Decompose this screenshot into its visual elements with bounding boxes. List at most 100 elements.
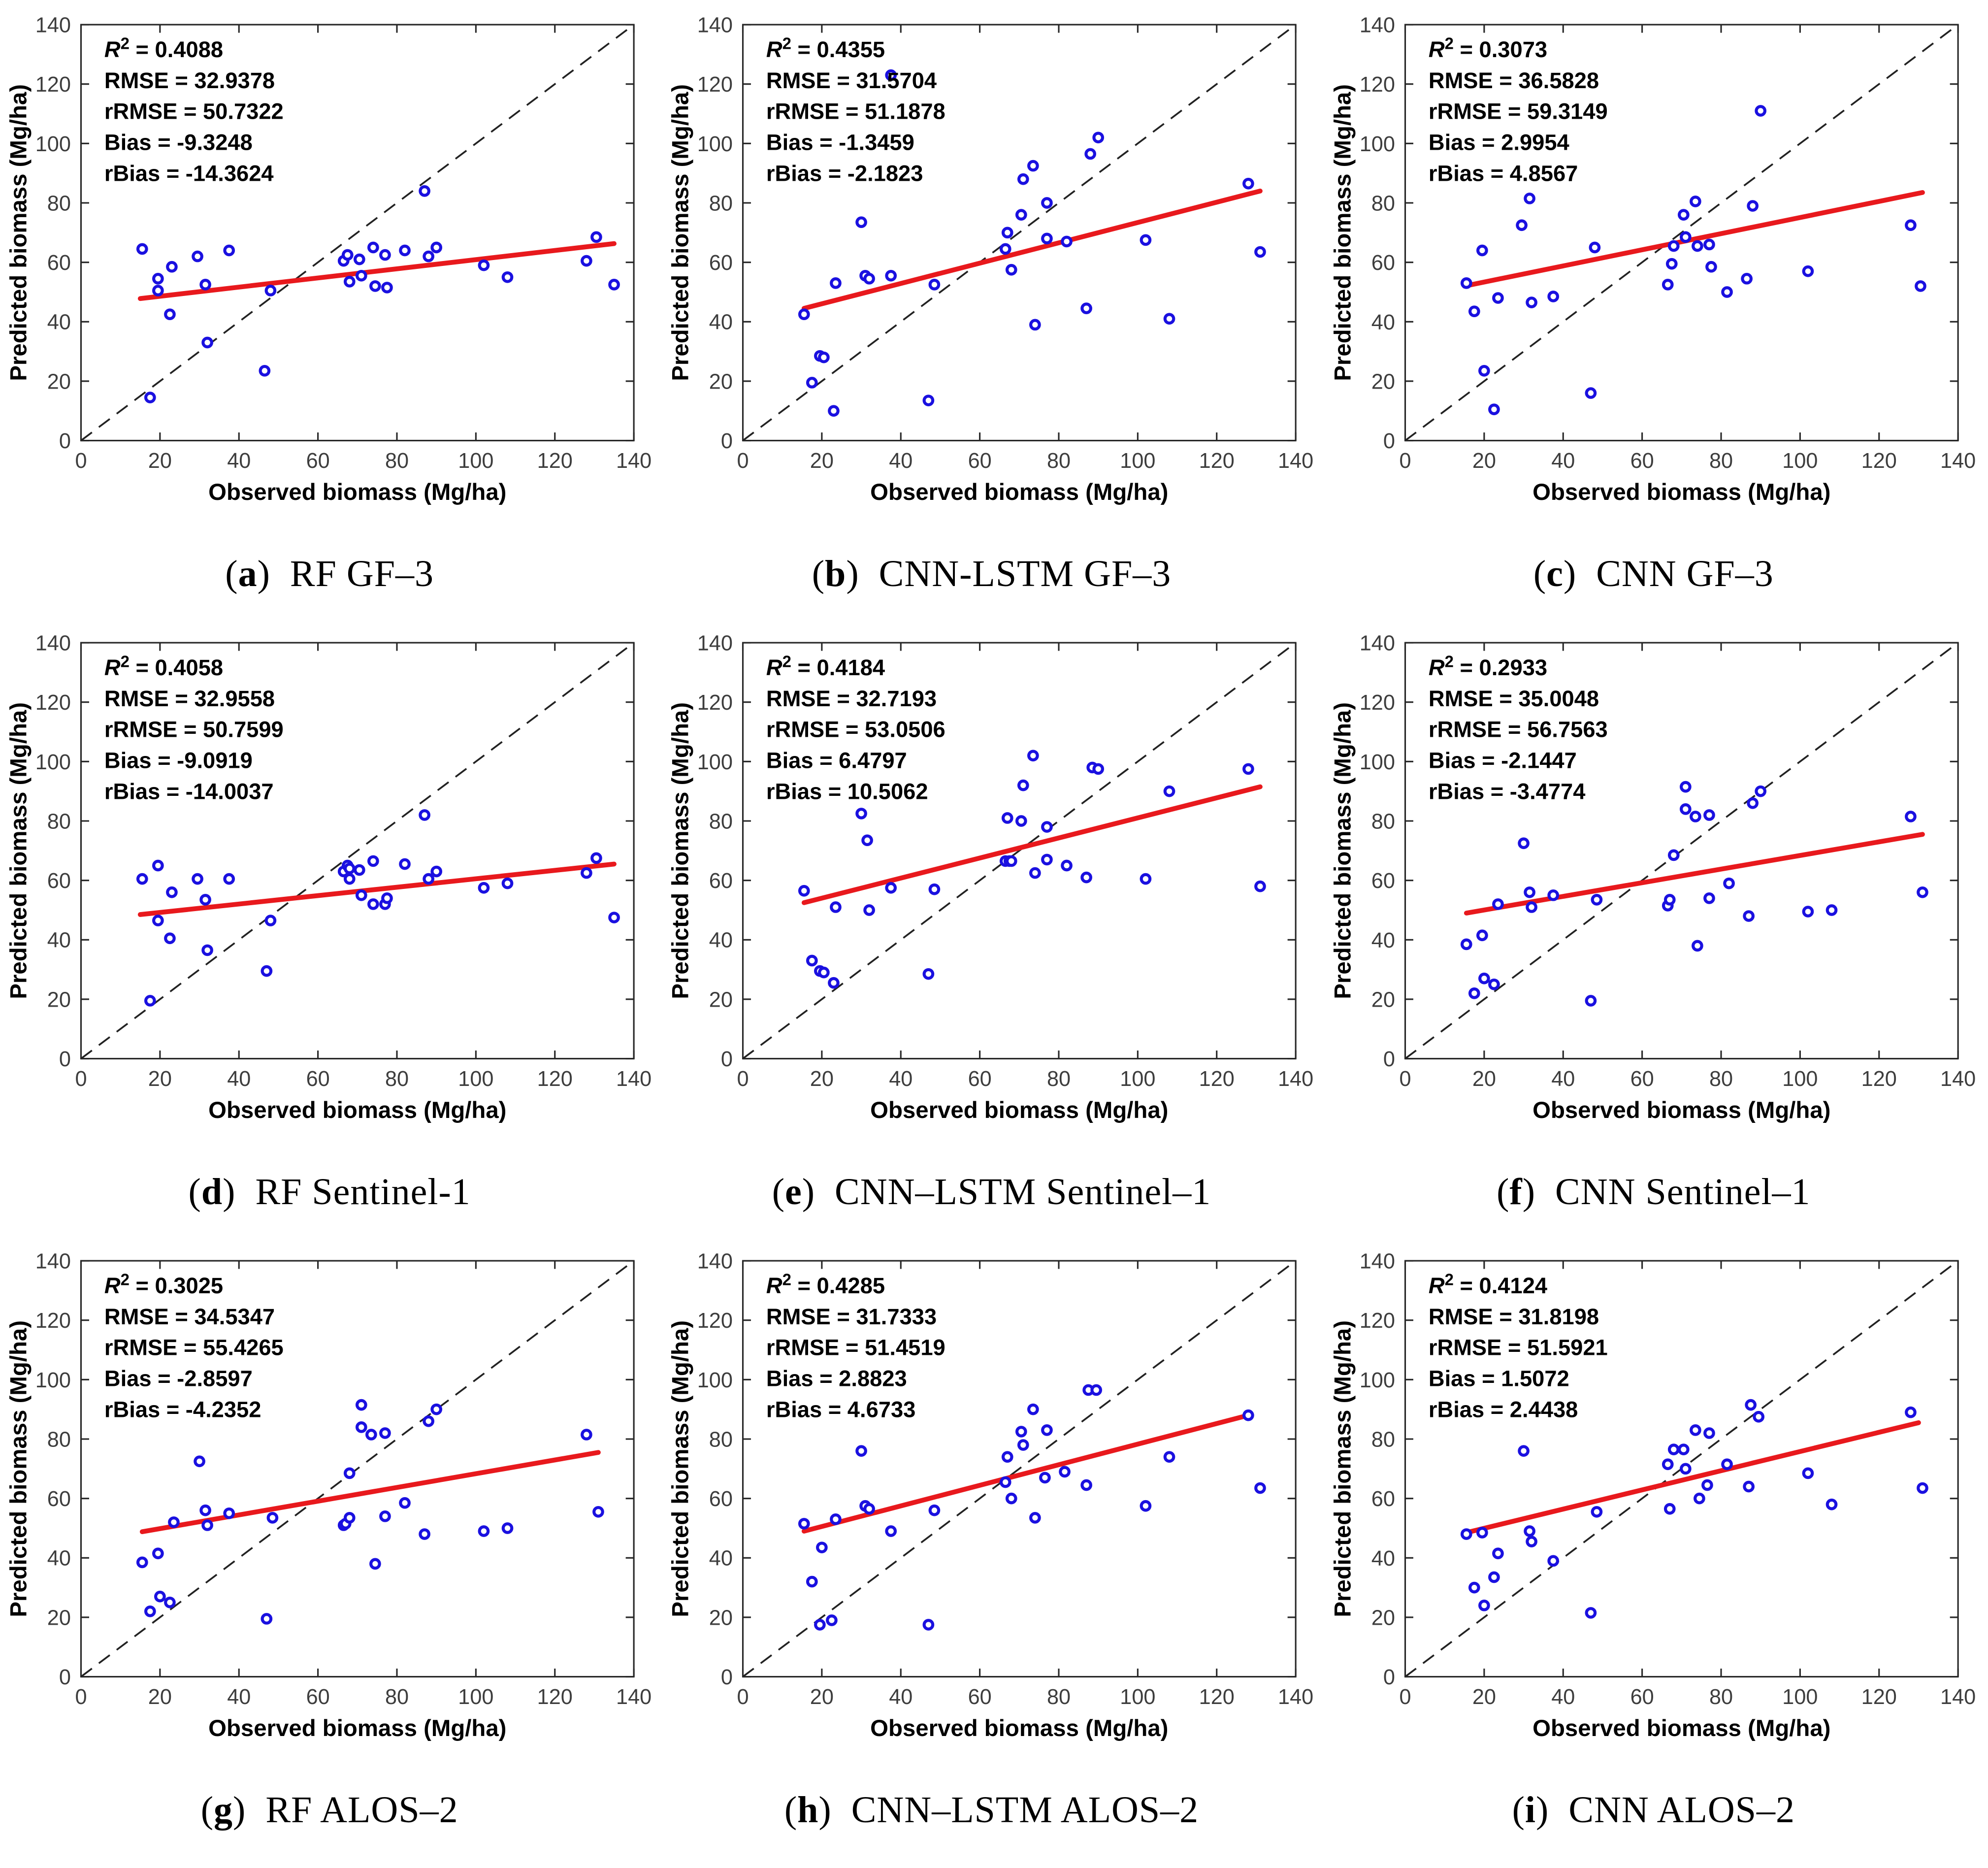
paren-open: ( <box>1533 553 1547 594</box>
data-point <box>928 1504 941 1516</box>
data-point <box>1665 258 1678 270</box>
data-point <box>1746 200 1759 212</box>
x-tick-label: 100 <box>1782 1067 1818 1091</box>
stats-line: RMSE = 32.7193 <box>766 686 937 711</box>
scatter-plot-b: 00 20 20 40 40 60 60 80 80 100 100 120 120 140 140 R2 =… <box>668 13 1314 505</box>
x-tick-label: 100 <box>1782 1685 1818 1709</box>
scatter-plot-h: 00 20 20 40 40 60 60 80 80 100 100 120 120 140 140 R2 =… <box>668 1249 1314 1741</box>
data-point <box>259 364 271 377</box>
y-tick-label: 140 <box>697 1249 733 1273</box>
data-point <box>1254 246 1267 258</box>
data-point <box>798 1517 810 1530</box>
scatter-plot-i: 00 20 20 40 40 60 60 80 80 100 100 120 120 140 140 R2 =… <box>1330 1249 1976 1741</box>
stats-line: rRMSE = 51.4519 <box>766 1335 945 1360</box>
fit-line <box>802 1412 1251 1534</box>
data-point <box>381 892 393 904</box>
data-point <box>1691 240 1703 252</box>
data-point <box>379 249 391 261</box>
y-tick-label: 0 <box>59 1666 71 1689</box>
y-tick-label: 20 <box>1371 370 1395 393</box>
data-point <box>863 904 876 916</box>
data-point <box>1744 1399 1757 1411</box>
x-tick-label: 140 <box>616 1067 652 1091</box>
data-point <box>806 954 818 967</box>
x-tick-label: 140 <box>616 449 652 473</box>
y-tick-label: 20 <box>47 1606 71 1630</box>
y-tick-label: 120 <box>1359 691 1395 715</box>
data-point <box>855 216 868 229</box>
y-tick-label: 140 <box>697 631 733 655</box>
data-point <box>1547 889 1559 901</box>
panel-caption: (a) RF GF–3 <box>225 553 434 595</box>
data-point <box>1753 1410 1764 1423</box>
y-tick-label: 100 <box>697 132 733 156</box>
data-point <box>192 250 203 262</box>
y-axis-label: Predicted biomass (Mg/ha) <box>1330 1320 1356 1617</box>
data-point <box>1029 867 1042 879</box>
data-point <box>1478 364 1490 377</box>
data-point <box>1904 811 1917 822</box>
data-point <box>1041 1424 1053 1436</box>
data-point <box>478 259 490 271</box>
data-point <box>1468 305 1480 318</box>
data-point <box>1002 812 1013 824</box>
caption-letter: b <box>825 553 847 594</box>
y-tick-label: 60 <box>47 1487 71 1511</box>
x-tick-label: 20 <box>810 449 834 473</box>
x-tick-label: 20 <box>148 1685 172 1709</box>
data-point <box>1476 244 1488 257</box>
stats-line: RMSE = 35.0048 <box>1429 686 1599 711</box>
data-point <box>590 852 602 864</box>
panel-caption: (e) CNN–LSTM Sentinel–1 <box>772 1171 1211 1213</box>
data-point <box>1515 219 1528 231</box>
data-point <box>855 808 868 819</box>
x-tick-label: 0 <box>737 449 749 473</box>
data-point <box>1802 906 1814 918</box>
fit-line <box>139 1450 601 1535</box>
x-tick-label: 60 <box>1630 1067 1654 1091</box>
data-point <box>1701 1479 1713 1491</box>
data-point <box>1689 811 1701 822</box>
data-point <box>1460 938 1472 950</box>
x-tick-label: 80 <box>385 1067 409 1091</box>
x-tick-label: 80 <box>1709 1685 1733 1709</box>
data-point <box>885 69 897 81</box>
y-axis-label: Predicted biomass (Mg/ha) <box>668 702 694 999</box>
y-tick-label: 40 <box>47 1547 71 1571</box>
x-axis-label: Observed biomass (Mg/ha) <box>870 1097 1168 1123</box>
y-axis-label: Predicted biomass (Mg/ha) <box>5 84 32 381</box>
y-tick-label: 80 <box>47 192 71 215</box>
data-point <box>423 250 434 262</box>
x-axis-label: Observed biomass (Mg/ha) <box>1532 1097 1830 1123</box>
data-point <box>1742 1480 1755 1493</box>
data-point <box>355 889 367 901</box>
data-point <box>136 1556 148 1569</box>
stats-line: R2 = 0.4355 <box>766 34 885 62</box>
x-axis-label: Observed biomass (Mg/ha) <box>870 1715 1168 1741</box>
stats-line: rRMSE = 56.7563 <box>1429 717 1608 742</box>
x-tick-label: 80 <box>1709 1067 1733 1091</box>
x-tick-label: 100 <box>1120 449 1156 473</box>
y-tick-label: 80 <box>47 810 71 833</box>
stats-line: R2 = 0.4285 <box>766 1270 885 1298</box>
stats-line: rBias = 2.4438 <box>1429 1397 1578 1422</box>
data-point <box>1677 209 1690 221</box>
data-point <box>369 280 381 292</box>
stats-line: rBias = 4.8567 <box>1429 161 1578 186</box>
y-tick-label: 120 <box>697 73 733 97</box>
y-axis-label: Predicted biomass (Mg/ha) <box>1330 702 1356 999</box>
data-point <box>1492 1547 1504 1560</box>
stats-line: rRMSE = 55.4265 <box>104 1335 284 1360</box>
data-point <box>1027 750 1040 762</box>
data-point <box>1525 901 1537 913</box>
y-tick-label: 60 <box>1371 869 1395 893</box>
panel-caption: (h) CNN–LSTM ALOS–2 <box>784 1789 1199 1832</box>
caption-label: RF ALOS–2 <box>265 1789 458 1831</box>
data-point <box>430 1403 443 1415</box>
data-point <box>192 873 203 885</box>
y-tick-label: 120 <box>697 1309 733 1333</box>
data-point <box>1916 1482 1928 1494</box>
stats-line: rRMSE = 50.7599 <box>104 717 284 742</box>
x-tick-label: 140 <box>1278 1067 1313 1091</box>
